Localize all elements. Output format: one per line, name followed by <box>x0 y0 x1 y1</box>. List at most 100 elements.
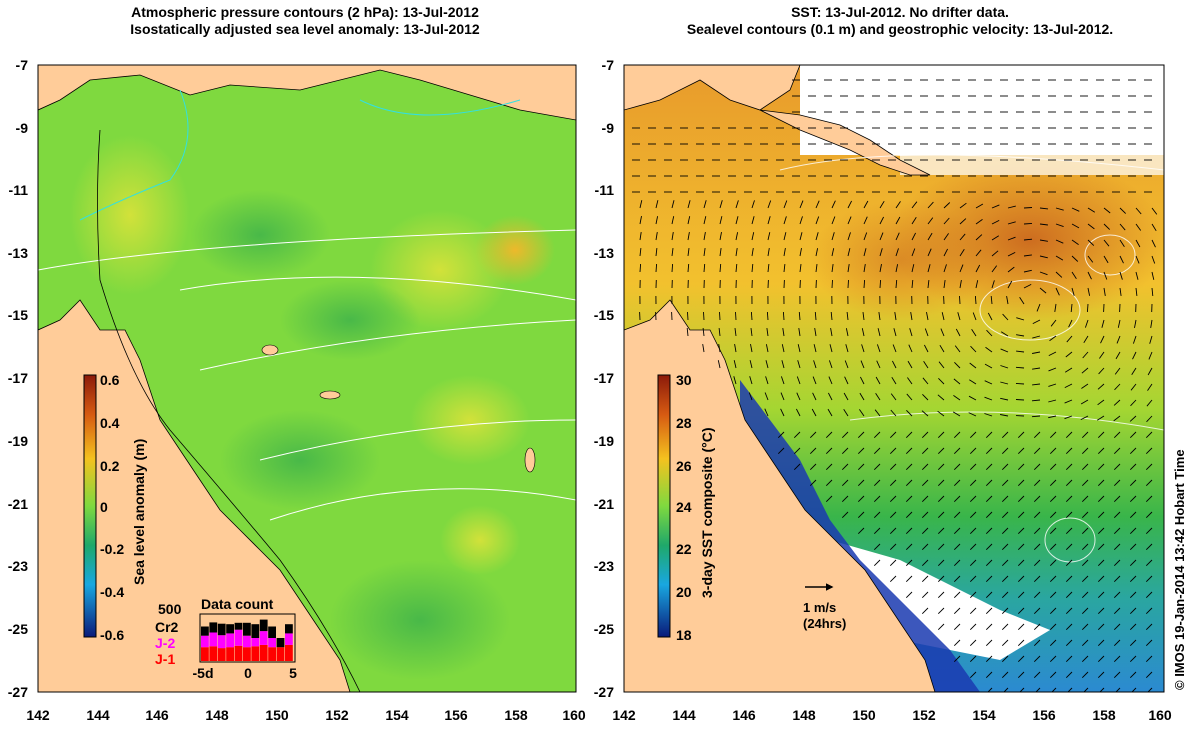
velocity-arrow <box>1145 527 1153 535</box>
velocity-arrow <box>984 380 993 385</box>
velocity-arrow <box>879 264 882 273</box>
velocity-arrow <box>889 431 897 439</box>
velocity-arrow <box>751 263 754 273</box>
velocity-arrow <box>969 559 977 567</box>
velocity-arrow <box>922 377 929 385</box>
velocity-arrow <box>687 311 689 321</box>
velocity-arrow <box>766 311 769 321</box>
velocity-arrow <box>1007 236 1016 241</box>
velocity-arrow <box>1015 366 1025 369</box>
velocity-arrow <box>1007 221 1016 225</box>
velocity-arrow <box>972 312 977 321</box>
velocity-arrow <box>863 279 866 289</box>
data-count-bar-j2 <box>209 632 218 647</box>
velocity-arrow <box>1001 511 1009 519</box>
velocity-arrow <box>1103 255 1109 264</box>
velocity-arrow <box>940 328 945 337</box>
velocity-arrow <box>1151 223 1157 232</box>
velocity-arrow <box>639 232 642 241</box>
velocity-arrow <box>986 329 993 337</box>
velocity-arrow <box>863 200 869 209</box>
velocity-arrow <box>765 360 769 369</box>
velocity-arrow <box>857 495 865 503</box>
x-tick-label: 154 <box>385 707 409 723</box>
velocity-arrow <box>1017 447 1025 455</box>
velocity-arrow <box>749 360 753 369</box>
velocity-arrow <box>911 232 917 241</box>
velocity-arrow <box>1081 431 1089 439</box>
sla-colorbar: 0.6 0.4 0.2 0 -0.2 -0.4 -0.6 Sea level a… <box>83 372 147 643</box>
velocity-arrow <box>1129 591 1137 599</box>
velocity-arrow <box>828 376 833 385</box>
velocity-arrow <box>639 216 642 225</box>
velocity-arrow <box>1114 383 1121 391</box>
y-tick-label: -25 <box>8 621 28 637</box>
pressure-contour <box>38 229 576 271</box>
velocity-arrow <box>719 232 722 241</box>
y-tick-label: -27 <box>594 684 614 700</box>
left-panel-title: Atmospheric pressure contours (2 hPa): 1… <box>60 4 550 38</box>
velocity-arrow <box>921 575 929 583</box>
velocity-arrow <box>985 463 993 471</box>
y-tick-label: -27 <box>8 684 28 700</box>
velocity-arrow <box>1033 591 1041 599</box>
velocity-arrow <box>841 495 849 503</box>
velocity-arrow <box>815 248 819 257</box>
velocity-arrow <box>1017 607 1025 615</box>
velocity-arrow <box>927 248 932 257</box>
data-count-bar-j1 <box>268 647 276 661</box>
velocity-arrow <box>1023 283 1032 289</box>
data-count-frame <box>199 613 296 663</box>
colorbar-tick: -0.6 <box>100 627 124 643</box>
velocity-arrow <box>905 511 913 519</box>
velocity-arrow <box>799 248 802 257</box>
velocity-arrow <box>1049 559 1057 567</box>
velocity-arrow <box>1039 271 1048 276</box>
velocity-arrow <box>825 479 833 487</box>
velocity-arrow <box>1132 351 1137 360</box>
velocity-arrow <box>985 447 993 455</box>
colorbar-tick: 0.6 <box>100 372 120 388</box>
velocity-arrow <box>1119 223 1126 231</box>
velocity-arrow <box>907 377 913 385</box>
velocity-arrow <box>1001 463 1009 471</box>
velocity-arrow <box>1117 319 1121 328</box>
velocity-arrow <box>861 328 865 337</box>
velocity-arrow <box>910 312 913 321</box>
velocity-arrow <box>890 393 897 401</box>
velocity-arrow <box>879 232 884 241</box>
velocity-arrow <box>831 248 835 257</box>
velocity-arrow <box>1036 303 1041 312</box>
velocity-arrow <box>1065 655 1073 663</box>
pressure-contour <box>199 319 576 371</box>
velocity-arrow <box>1064 399 1073 404</box>
velocity-arrow <box>814 311 817 321</box>
island <box>319 390 341 400</box>
velocity-arrow <box>969 447 977 455</box>
x-tick-label: 154 <box>972 707 996 723</box>
credit-text: © IMOS 19-Jan-2014 13:42 Hobart Time <box>1172 449 1187 690</box>
velocity-arrow <box>953 463 961 471</box>
velocity-arrow <box>750 328 753 337</box>
colorbar-tick: 28 <box>676 415 692 431</box>
velocity-arrow <box>921 479 929 487</box>
velocity-arrow <box>1097 511 1105 519</box>
velocity-arrow <box>859 392 865 401</box>
velocity-arrow <box>1049 495 1057 503</box>
velocity-arrow <box>943 280 946 289</box>
velocity-arrow <box>1019 687 1025 692</box>
velocity-arrow <box>1065 575 1073 583</box>
y-tick-label: -21 <box>8 496 28 512</box>
velocity-arrow <box>1015 382 1025 385</box>
velocity-arrow <box>844 376 849 385</box>
velocity-arrow <box>861 344 865 353</box>
colorbar-tick: 20 <box>676 584 692 600</box>
pressure-contour <box>79 89 189 221</box>
velocity-arrow <box>969 463 977 471</box>
velocity-arrow <box>1129 447 1137 455</box>
velocity-arrow <box>846 311 849 321</box>
velocity-arrow <box>1081 575 1089 583</box>
velocity-arrow <box>812 392 817 401</box>
sst-colorbar: 30 28 26 24 22 20 18 3-day SST composite… <box>657 372 715 643</box>
